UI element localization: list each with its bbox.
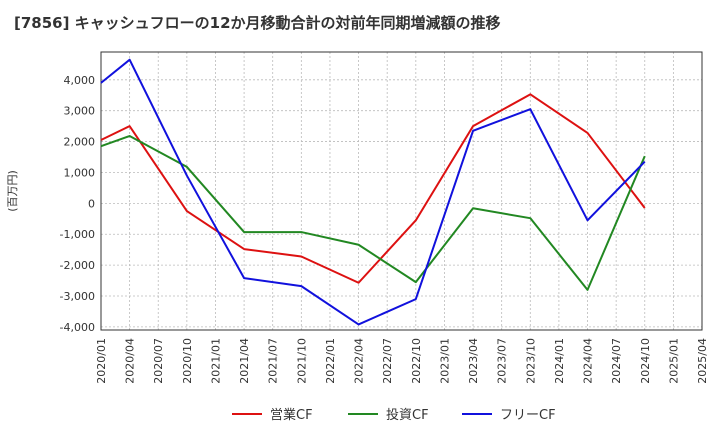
- y-tick-label: 4,000: [64, 74, 96, 87]
- x-tick-label: 2023/01: [438, 338, 451, 384]
- series-lines: [100, 58, 646, 326]
- plot-area: [101, 52, 702, 330]
- x-tick-label: 2020/04: [124, 338, 137, 384]
- y-tick-label: 2,000: [64, 136, 96, 149]
- chart-title: [7856] キャッシュフローの12か月移動合計の対前年同期増減額の推移: [14, 14, 501, 32]
- y-tick-label: 0: [88, 197, 95, 210]
- x-tick-label: 2022/01: [324, 338, 337, 384]
- legend-label: 投資CF: [386, 407, 429, 423]
- y-tick-label: -1,000: [60, 228, 95, 241]
- x-tick-label: 2024/07: [610, 338, 623, 384]
- x-tick-label: 2021/01: [209, 338, 222, 384]
- legend-label: フリーCF: [500, 408, 556, 423]
- series-line-投資CF: [100, 135, 646, 291]
- y-axis-label: (百万円): [6, 170, 19, 212]
- x-tick-label: 2023/04: [467, 338, 480, 384]
- x-tick-label: 2025/04: [696, 338, 709, 384]
- x-tick-label: 2022/10: [410, 338, 423, 384]
- series-line-フリーCF: [100, 58, 646, 326]
- x-tick-label: 2024/04: [582, 338, 595, 384]
- x-tick-label: 2021/10: [295, 338, 308, 384]
- plot-frame: [100, 51, 703, 331]
- legend-label: 営業CF: [270, 407, 313, 423]
- x-tick-label: 2023/10: [524, 338, 537, 384]
- x-tick-label: 2025/01: [667, 338, 680, 384]
- y-tick-label: -4,000: [60, 321, 95, 334]
- y-tick-label: -2,000: [60, 259, 95, 272]
- series-line-営業CF: [100, 93, 646, 284]
- x-tick-label: 2021/04: [238, 338, 251, 384]
- y-tick-label: -3,000: [60, 290, 95, 303]
- x-tick-label: 2020/01: [95, 338, 108, 384]
- x-tick-label: 2022/04: [353, 338, 366, 384]
- x-tick-label: 2024/01: [553, 338, 566, 384]
- x-tick-label: 2021/07: [267, 338, 280, 384]
- grid: [100, 52, 703, 330]
- x-tick-label: 2020/07: [152, 338, 165, 384]
- x-tick-label: 2020/10: [181, 338, 194, 384]
- axes: -4,000 -3,000 -2,000 -1,000 0 1,000 2,000 3,000…: [6, 51, 709, 384]
- x-tick-label: 2022/07: [381, 338, 394, 384]
- x-tick-label: 2023/07: [496, 338, 509, 384]
- y-tick-label: 3,000: [64, 105, 96, 118]
- x-tick-label: 2024/10: [639, 338, 652, 384]
- y-tick-label: 1,000: [64, 166, 96, 179]
- legend: 営業CF 投資CF フリーCF: [232, 407, 556, 423]
